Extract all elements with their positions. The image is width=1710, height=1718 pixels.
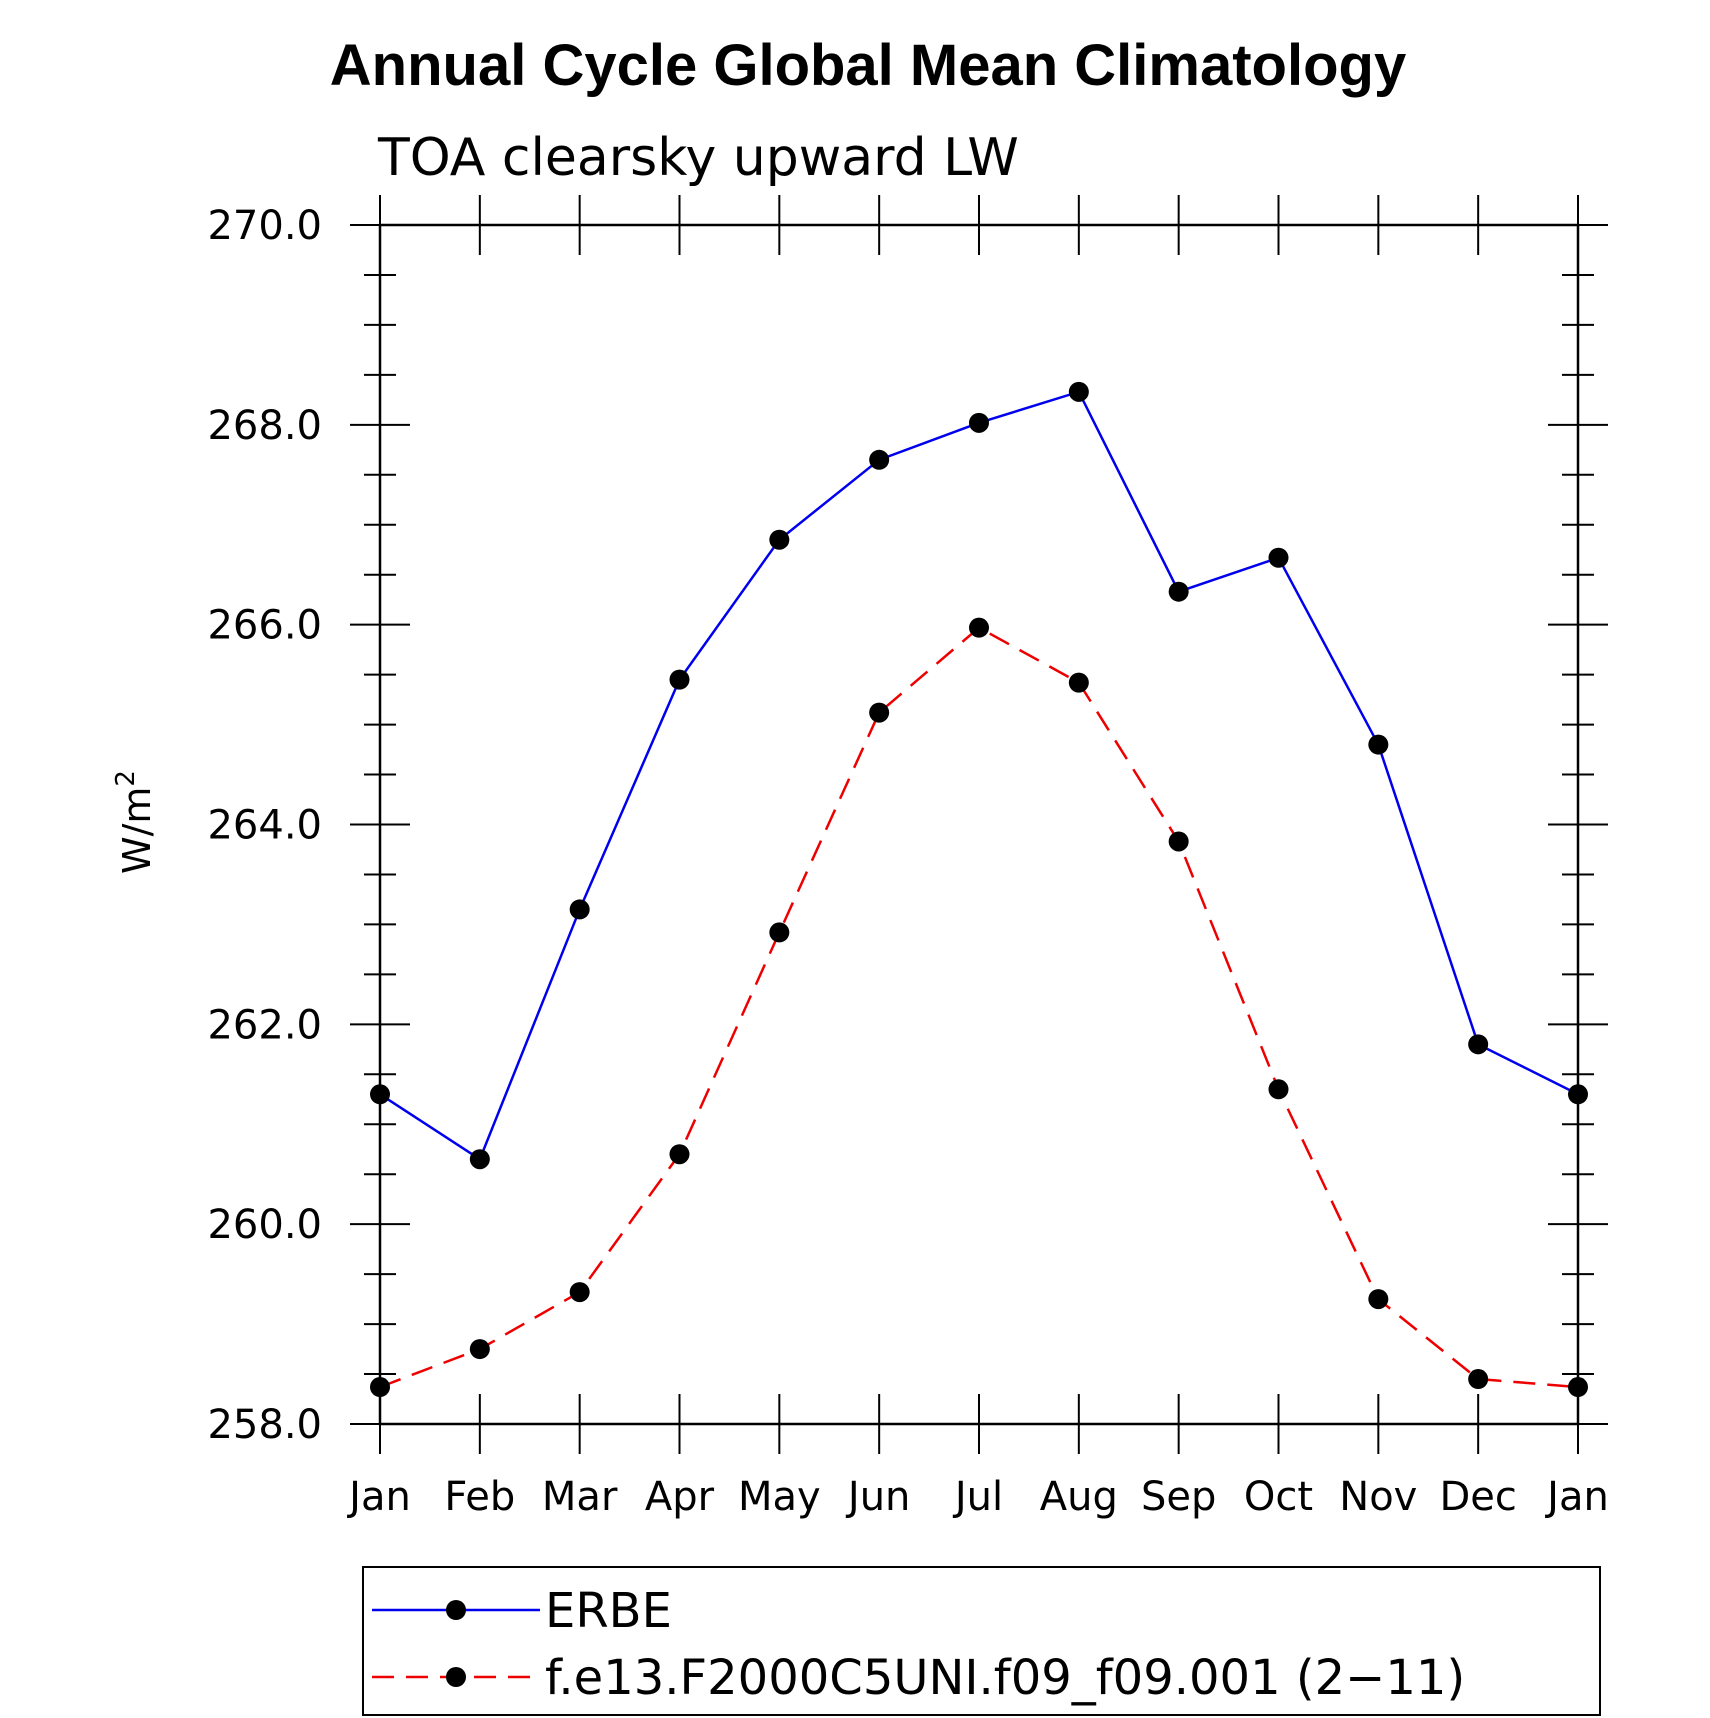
legend-marker <box>446 1667 466 1687</box>
data-point <box>1568 1377 1588 1398</box>
x-tick-label: Feb <box>444 1474 515 1520</box>
x-tick-label: Sep <box>1141 1474 1216 1520</box>
x-tick-label: Mar <box>542 1474 618 1520</box>
y-tick-label: 262.0 <box>207 1002 322 1048</box>
legend-item: ERBE <box>372 1583 672 1639</box>
data-point <box>1068 672 1089 693</box>
x-tick-label: May <box>738 1474 821 1520</box>
y-axis-label-exponent: 2 <box>111 770 141 787</box>
data-point <box>469 1339 490 1360</box>
axes: 258.0 260.0 262.0 264.0 266.0 268.0 270.0 Jan Fe… <box>207 195 1609 1520</box>
y-tick-label: 270.0 <box>207 203 322 249</box>
data-point <box>1568 1084 1588 1105</box>
y-axis-label-unit: W/m <box>115 787 159 874</box>
data-point <box>1368 1289 1389 1310</box>
legend-label: f.e13.F2000C5UNI.f09_f09.001 (2−11) <box>545 1650 1465 1706</box>
series-2 <box>370 617 1588 1398</box>
y-tick-label: 258.0 <box>207 1402 322 1448</box>
x-tick-label: Dec <box>1439 1474 1516 1520</box>
data-point <box>370 1377 390 1398</box>
x-tick-label: Apr <box>645 1474 715 1520</box>
data-point <box>769 529 790 550</box>
data-point <box>1268 1079 1289 1100</box>
series-line <box>379 626 1579 1389</box>
data-point <box>569 1282 590 1303</box>
data-point <box>1168 581 1189 602</box>
chart-subtitle: TOA clearsky upward LW <box>377 128 1019 188</box>
data-point <box>869 449 890 470</box>
data-point <box>1168 831 1189 852</box>
data-point <box>969 412 989 433</box>
x-tick-label: Jun <box>845 1474 911 1520</box>
data-point <box>1268 547 1289 568</box>
legend-item: f.e13.F2000C5UNI.f09_f09.001 (2−11) <box>372 1650 1465 1706</box>
data-point <box>1068 381 1089 402</box>
y-axis-label: W/m2 <box>111 770 159 874</box>
x-tick-label: Jul <box>952 1474 1003 1520</box>
chart-title: Annual Cycle Global Mean Climatology <box>330 33 1406 98</box>
y-tick-label: 268.0 <box>207 403 322 449</box>
plot-frame <box>378 223 1580 1426</box>
x-tick-label: Oct <box>1244 1474 1313 1520</box>
data-point <box>669 669 690 690</box>
series-1 <box>370 381 1588 1170</box>
data-point <box>469 1149 490 1170</box>
data-point <box>1368 734 1389 755</box>
data-point <box>569 899 590 920</box>
data-point <box>669 1144 690 1165</box>
y-tick-label: 266.0 <box>207 603 322 649</box>
y-tick-label: 260.0 <box>207 1202 322 1248</box>
data-point <box>1468 1034 1489 1055</box>
x-tick-label: Nov <box>1339 1474 1417 1520</box>
legend-box <box>362 1566 1601 1716</box>
data-point <box>370 1084 390 1105</box>
data-point <box>769 922 790 943</box>
legend: ERBE f.e13.F2000C5UNI.f09_f09.001 (2−11) <box>362 1566 1601 1716</box>
legend-marker <box>446 1600 466 1620</box>
legend-label: ERBE <box>545 1583 672 1639</box>
x-tick-label: Jan <box>346 1474 411 1520</box>
series-layer <box>370 381 1588 1398</box>
x-tick-label: Aug <box>1040 1474 1118 1520</box>
data-point <box>869 702 890 723</box>
data-point <box>969 617 989 638</box>
series-line <box>379 390 1579 1162</box>
data-point <box>1468 1369 1489 1390</box>
x-tick-label: Jan <box>1544 1474 1609 1520</box>
y-tick-label: 264.0 <box>207 803 322 849</box>
